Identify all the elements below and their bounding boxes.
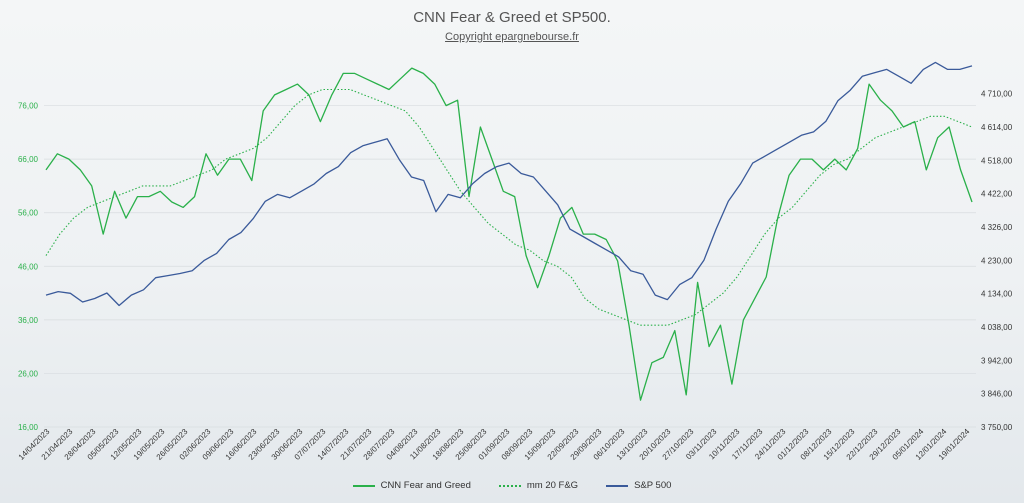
left-tick-label: 26,00 bbox=[18, 369, 39, 378]
right-tick-label: 3 846,00 bbox=[981, 390, 1013, 399]
right-tick-label: 4 038,00 bbox=[981, 323, 1013, 332]
legend-label-sp500: S&P 500 bbox=[634, 480, 672, 491]
left-tick-label: 36,00 bbox=[18, 316, 39, 325]
right-tick-label: 4 710,00 bbox=[981, 90, 1013, 99]
legend-item-fear-greed[interactable]: CNN Fear and Greed bbox=[352, 480, 471, 491]
legend-swatch-sp500 bbox=[606, 484, 629, 487]
legend-swatch-fear-greed bbox=[352, 484, 375, 487]
right-tick-label: 4 614,00 bbox=[981, 123, 1013, 132]
left-tick-label: 76,00 bbox=[18, 102, 39, 111]
legend-label-mm20: mm 20 F&G bbox=[526, 480, 579, 491]
left-tick-label: 16,00 bbox=[18, 423, 39, 432]
series-line-s-p-500 bbox=[45, 61, 973, 307]
right-tick-label: 3 750,00 bbox=[981, 423, 1013, 432]
chart-subtitle[interactable]: Copyright epargnebourse.fr bbox=[445, 31, 579, 43]
right-tick-label: 4 230,00 bbox=[981, 256, 1013, 265]
legend-item-sp500[interactable]: S&P 500 bbox=[606, 480, 671, 491]
series-line-cnn-fear-and-greed bbox=[45, 67, 973, 401]
legend-swatch-mm20 bbox=[498, 484, 521, 487]
chart-title: CNN Fear & Greed et SP500. bbox=[413, 9, 611, 26]
legend: CNN Fear and Greed mm 20 F&G S&P 500 bbox=[0, 480, 1024, 491]
right-tick-label: 4 518,00 bbox=[981, 156, 1013, 165]
left-tick-label: 46,00 bbox=[18, 262, 39, 271]
legend-item-mm20[interactable]: mm 20 F&G bbox=[498, 480, 579, 491]
left-tick-label: 56,00 bbox=[18, 209, 39, 218]
right-tick-label: 4 134,00 bbox=[981, 290, 1013, 299]
right-tick-label: 3 942,00 bbox=[981, 356, 1013, 365]
right-tick-label: 4 422,00 bbox=[981, 190, 1013, 199]
right-tick-label: 4 326,00 bbox=[981, 223, 1013, 232]
left-tick-label: 66,00 bbox=[18, 155, 39, 164]
series-line-mm-20-f-g bbox=[45, 88, 973, 326]
legend-label-fear-greed: CNN Fear and Greed bbox=[380, 480, 471, 491]
